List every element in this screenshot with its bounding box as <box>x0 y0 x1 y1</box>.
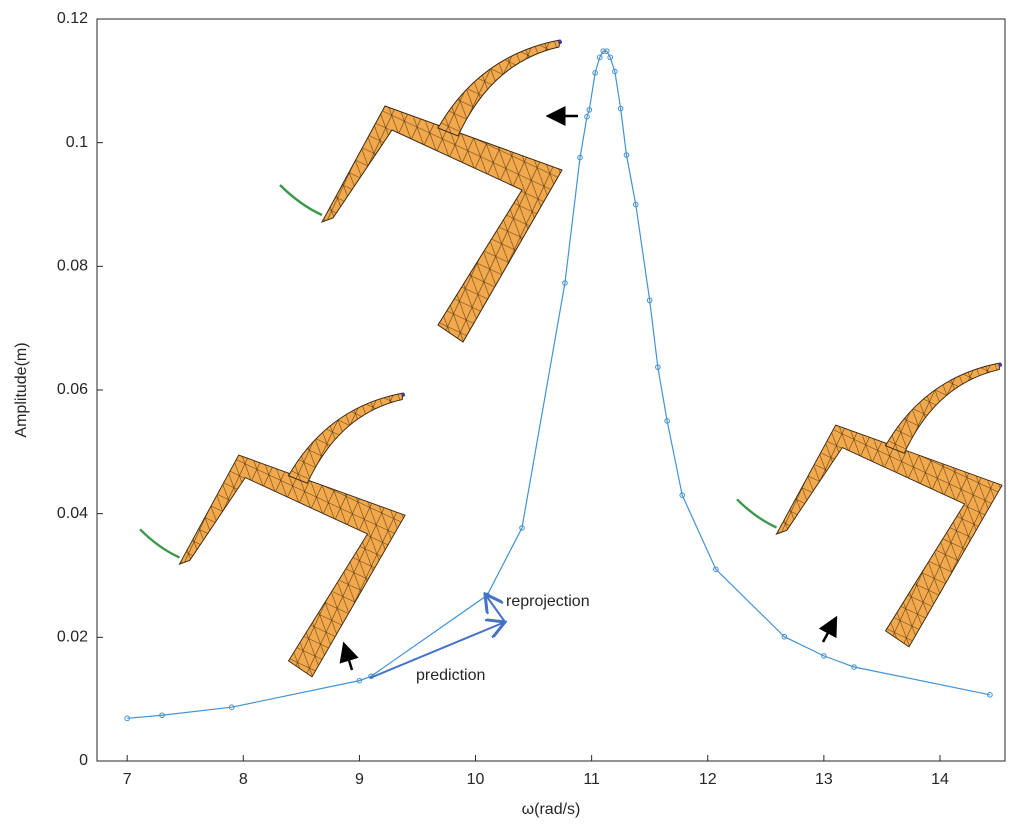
y-tick-label: 0.08 <box>57 258 88 275</box>
y-tick-label: 0.06 <box>57 381 88 398</box>
x-tick-label: 14 <box>931 771 949 788</box>
y-tick-label: 0.04 <box>57 505 88 522</box>
y-axis-label: Amplitude(m) <box>13 342 30 437</box>
chart: 0 0.02 0.04 0.06 0.08 0.1 0.12 7 8 9 10 11 12 13 14 re… <box>0 0 1010 826</box>
mesh-shape <box>140 393 405 677</box>
arrow <box>344 644 352 670</box>
x-tick-label: 8 <box>239 771 248 788</box>
plot-frame <box>97 19 1005 761</box>
arrow <box>823 618 836 642</box>
x-tick-label: 12 <box>699 771 717 788</box>
reprojection-arrow <box>485 594 505 622</box>
x-tick-label: 11 <box>583 771 600 788</box>
x-tick-label: 13 <box>815 771 833 788</box>
mesh-shape <box>280 40 562 342</box>
y-tick-label: 0.02 <box>57 629 88 646</box>
mesh-illustrations <box>140 40 1002 677</box>
x-tick-label: 7 <box>123 771 132 788</box>
x-tick-label: 10 <box>467 771 485 788</box>
x-axis-label: ω(rad/s) <box>522 801 581 818</box>
x-tick-label: 9 <box>355 771 364 788</box>
annotation: reprojection <box>506 593 590 610</box>
plot: 0 0.02 0.04 0.06 0.08 0.1 0.12 7 8 9 10 11 12 13 14 <box>57 10 992 788</box>
y-tick-label: 0.12 <box>57 10 88 27</box>
y-tick-label: 0.1 <box>66 134 88 151</box>
y-tick-label: 0 <box>79 752 88 769</box>
mesh-shape <box>737 363 1002 647</box>
annotation: prediction <box>416 667 485 684</box>
data-line <box>127 51 990 718</box>
